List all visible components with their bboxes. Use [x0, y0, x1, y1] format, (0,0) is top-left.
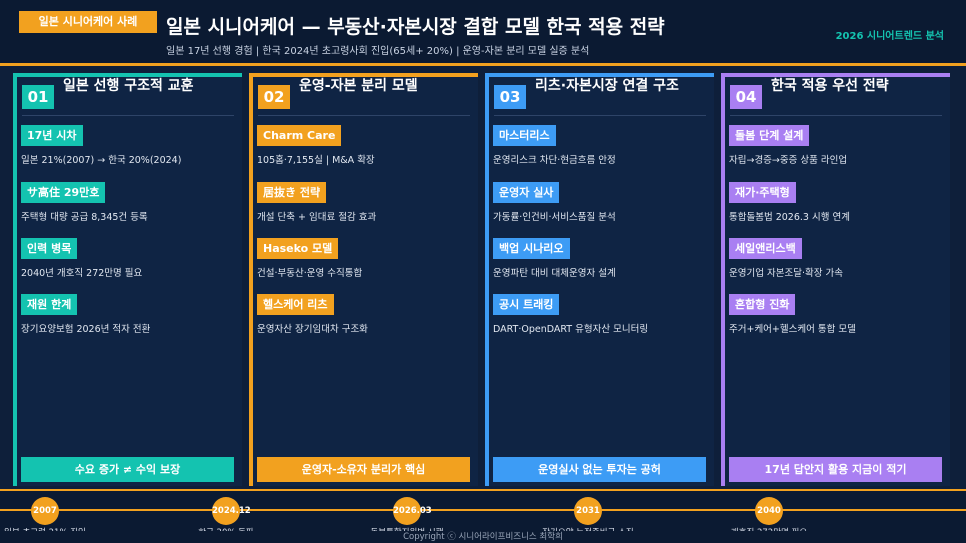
item-label: 돌봄 단계 설계: [729, 125, 810, 146]
list-item: 혼합형 진화 주거+케어+헬스케어 통합 모델: [729, 293, 945, 335]
divider: [730, 115, 942, 116]
item-label: 마스터리스: [493, 125, 556, 146]
column-left-bar: [721, 73, 725, 486]
copyright-text: Copyright ⓒ 시니어라이프비즈니스 최학희: [0, 531, 966, 543]
list-item: 마스터리스 운영리스크 차단·현금흐름 안정: [493, 124, 709, 166]
list-item: 헬스케어 리츠 운영자산 장기임대차 구조화: [257, 293, 473, 335]
divider: [258, 115, 470, 116]
item-description: 장기요양보험 2026년 적자 전환: [21, 324, 151, 335]
column-number: 02: [258, 85, 290, 109]
column-number: 04: [730, 85, 762, 109]
item-description: 주거+케어+헬스케어 통합 모델: [729, 324, 856, 335]
page-title: 일본 시니어케어 — 부동산·자본시장 결합 모델 한국 적용 전략: [166, 16, 665, 38]
column-left-bar: [249, 73, 253, 486]
item-description: 105홈·7,155실 | M&A 확장: [257, 155, 375, 166]
column-top-bar: [249, 73, 478, 77]
column-number: 01: [22, 85, 54, 109]
list-item: 17년 시차 일본 21%(2007) → 한국 20%(2024): [21, 124, 237, 166]
list-item: 인력 병목 2040년 개호직 272만명 필요: [21, 237, 237, 279]
column-02: 02 운영-자본 분리 모델 Charm Care 105홈·7,155실 | …: [249, 73, 478, 486]
timeline-year: 2040: [755, 497, 783, 525]
list-item: 공시 트래킹 DART·OpenDART 유형자산 모니터링: [493, 293, 709, 335]
list-item: 재가·주택형 통합돌봄법 2026.3 시행 연계: [729, 181, 945, 223]
item-label: 공시 트래킹: [493, 294, 560, 315]
timeline-year: 2031: [574, 497, 602, 525]
timeline-year: 2024.12: [212, 497, 251, 525]
item-label: 혼합형 진화: [729, 294, 796, 315]
list-item: Charm Care 105홈·7,155실 | M&A 확장: [257, 124, 473, 166]
item-description: DART·OpenDART 유형자산 모니터링: [493, 324, 649, 335]
column-top-bar: [721, 73, 950, 77]
category-badge: 일본 시니어케어 사례: [19, 11, 157, 33]
item-description: 운영기업 자본조달·확장 가속: [729, 268, 843, 279]
item-label: 백업 시나리오: [493, 238, 570, 259]
column-footer: 운영실사 없는 투자는 공허: [493, 457, 706, 482]
item-label: 재원 한계: [21, 294, 78, 315]
column-title: 운영-자본 분리 모델: [299, 78, 418, 94]
page-subtitle: 일본 17년 선행 경험 | 한국 2024년 초고령사회 진입(65세+ 20…: [166, 46, 590, 57]
list-item: Haseko 모델 건설·부동산·운영 수직통합: [257, 237, 473, 279]
item-description: 통합돌봄법 2026.3 시행 연계: [729, 212, 850, 223]
timeline-year: 2026.03: [393, 497, 432, 525]
column-03: 03 리츠·자본시장 연결 구조 마스터리스 운영리스크 차단·현금흐름 안정 …: [485, 73, 714, 486]
list-item: 백업 시나리오 운영파탄 대비 대체운영자 설계: [493, 237, 709, 279]
item-label: 17년 시차: [21, 125, 83, 146]
column-footer: 17년 답안지 활용 지금이 적기: [729, 457, 942, 482]
column-left-bar: [485, 73, 489, 486]
item-description: 운영리스크 차단·현금흐름 안정: [493, 155, 616, 166]
column-top-bar: [485, 73, 714, 77]
column-04: 04 한국 적용 우선 전략 돌봄 단계 설계 자립→경증→중증 상품 라인업 …: [721, 73, 950, 486]
list-item: 居抜き 전략 개설 단축 + 임대료 절감 효과: [257, 181, 473, 223]
item-label: Haseko 모델: [257, 238, 339, 259]
header: 일본 시니어케어 사례 일본 시니어케어 — 부동산·자본시장 결합 모델 한국…: [0, 0, 966, 66]
list-item: サ高住 29만호 주택형 대량 공급 8,345건 등록: [21, 181, 237, 223]
column-footer: 운영자-소유자 분리가 핵심: [257, 457, 470, 482]
brand-label: 2026 시니어트렌드 분석: [835, 31, 944, 42]
list-item: 세일앤리스백 운영기업 자본조달·확장 가속: [729, 237, 945, 279]
list-item: 운영자 실사 가동률·인건비·서비스품질 분석: [493, 181, 709, 223]
item-description: 가동률·인건비·서비스품질 분석: [493, 212, 616, 223]
list-item: 재원 한계 장기요양보험 2026년 적자 전환: [21, 293, 237, 335]
item-label: 재가·주택형: [729, 182, 796, 203]
timeline-year: 2007: [31, 497, 59, 525]
item-label: 인력 병목: [21, 238, 78, 259]
item-label: Charm Care: [257, 125, 342, 146]
column-footer: 수요 증가 ≠ 수익 보장: [21, 457, 234, 482]
item-description: 운영자산 장기임대차 구조화: [257, 324, 368, 335]
item-description: 2040년 개호직 272만명 필요: [21, 268, 143, 279]
item-description: 자립→경증→중증 상품 라인업: [729, 155, 848, 166]
item-label: 세일앤리스백: [729, 238, 802, 259]
column-title: 리츠·자본시장 연결 구조: [535, 78, 679, 94]
item-description: 주택형 대량 공급 8,345건 등록: [21, 212, 148, 223]
column-01: 01 일본 선행 구조적 교훈 17년 시차 일본 21%(2007) → 한국…: [13, 73, 242, 486]
column-top-bar: [13, 73, 242, 77]
divider: [494, 115, 706, 116]
item-label: 居抜き 전략: [257, 182, 327, 203]
column-number: 03: [494, 85, 526, 109]
list-item: 돌봄 단계 설계 자립→경증→중증 상품 라인업: [729, 124, 945, 166]
item-description: 일본 21%(2007) → 한국 20%(2024): [21, 155, 182, 166]
column-title: 일본 선행 구조적 교훈: [63, 78, 194, 94]
item-label: 헬스케어 리츠: [257, 294, 334, 315]
item-description: 건설·부동산·운영 수직통합: [257, 268, 363, 279]
divider: [22, 115, 234, 116]
item-description: 개설 단축 + 임대료 절감 효과: [257, 212, 377, 223]
column-title: 한국 적용 우선 전략: [771, 78, 889, 94]
item-label: サ高住 29만호: [21, 182, 106, 203]
column-left-bar: [13, 73, 17, 486]
item-description: 운영파탄 대비 대체운영자 설계: [493, 268, 616, 279]
timeline-line: [0, 509, 966, 511]
item-label: 운영자 실사: [493, 182, 560, 203]
